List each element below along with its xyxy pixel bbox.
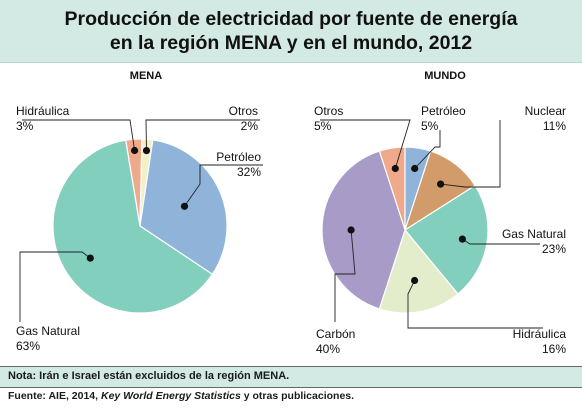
title-line-2: en la región MENA y en el mundo, 2012: [109, 32, 473, 54]
value-mena-hidraulica: 3%: [16, 119, 34, 133]
chart-title: Producción de electricidad por fuente de…: [0, 7, 582, 55]
value-mundo-otros: 5%: [314, 119, 332, 133]
label-mena-otros: Otros: [229, 104, 258, 118]
leader-dot-mundo-hidraulica: [411, 276, 419, 285]
slice-mena-gas-natural: [52, 139, 214, 314]
value-mundo-hidraulica: 16%: [542, 342, 566, 356]
value-mundo-carbon: 40%: [316, 342, 340, 356]
label-mundo-petroleo: Petróleo: [421, 104, 466, 118]
leader-line-mundo-hidraulica: [407, 280, 543, 329]
label-mena-gas-natural: Gas Natural: [16, 324, 80, 338]
value-mena-otros: 2%: [241, 119, 259, 133]
value-mena-petroleo: 32%: [237, 165, 261, 179]
title-line-1: Producción de electricidad por fuente de…: [64, 8, 518, 30]
slice-mundo-gas-natural: [404, 184, 489, 295]
leader-line-mundo-otros: [320, 119, 411, 169]
leader-dot-mundo-gas-natural: [458, 235, 466, 243]
value-mundo-nuclear: 11%: [543, 119, 566, 133]
value-mena-gas-natural: 63%: [16, 339, 40, 353]
leader-line-mundo-nuclear: [440, 120, 501, 188]
label-mundo-carbon: Carbón: [316, 327, 355, 341]
leader-line-mundo-carbon: [334, 229, 356, 322]
leader-dot-mena-hidraulica: [131, 146, 139, 155]
value-mundo-petroleo: 5%: [421, 119, 439, 133]
label-mundo-gas-natural: Gas Natural: [502, 227, 566, 241]
label-mena-petroleo: Petróleo: [216, 150, 261, 164]
leader-line-mena-gas-natural: [19, 251, 91, 322]
leader-dot-mundo-carbon: [347, 226, 355, 234]
label-mundo-hidraulica: Hidráulica: [513, 327, 567, 341]
leader-dot-mena-otros: [142, 147, 151, 155]
note-banner: Nota: Irán e Israel están excluidos de l…: [0, 366, 582, 388]
label-mundo-otros: Otros: [314, 104, 343, 118]
label-mena-hidraulica: Hidráulica: [16, 104, 70, 118]
leader-dot-mundo-otros: [391, 164, 399, 173]
note-text: Nota: Irán e Israel están excluidos de l…: [8, 370, 290, 382]
leader-line-mena-otros: [145, 119, 260, 151]
leader-dot-mena-gas-natural: [86, 254, 94, 262]
leader-dot-mundo-petroleo: [411, 164, 419, 173]
source-line: Fuente: AIE, 2014, Key World Energy Stat…: [8, 390, 354, 402]
leader-dot-mena-petroleo: [180, 202, 189, 210]
slice-mundo-hidraulica: [378, 228, 459, 314]
value-mundo-gas-natural: 23%: [542, 242, 566, 256]
pie-title-mena: MENA: [130, 70, 162, 82]
source-title: Key World Energy Statistics: [100, 390, 241, 402]
leader-line-mundo-petroleo: [414, 130, 441, 169]
title-banner: Producción de electricidad por fuente de…: [0, 0, 582, 63]
source-prefix: Fuente: AIE, 2014,: [8, 390, 101, 402]
leader-dot-mundo-nuclear: [437, 180, 445, 188]
slice-mundo-carbon: [321, 150, 406, 310]
leader-line-mena-hidraulica: [22, 119, 136, 151]
pie-title-mundo: MUNDO: [424, 70, 466, 82]
label-mundo-nuclear: Nuclear: [525, 104, 566, 118]
leader-line-mena-petroleo: [184, 164, 263, 207]
source-suffix: y otras publicaciones.: [240, 390, 355, 402]
